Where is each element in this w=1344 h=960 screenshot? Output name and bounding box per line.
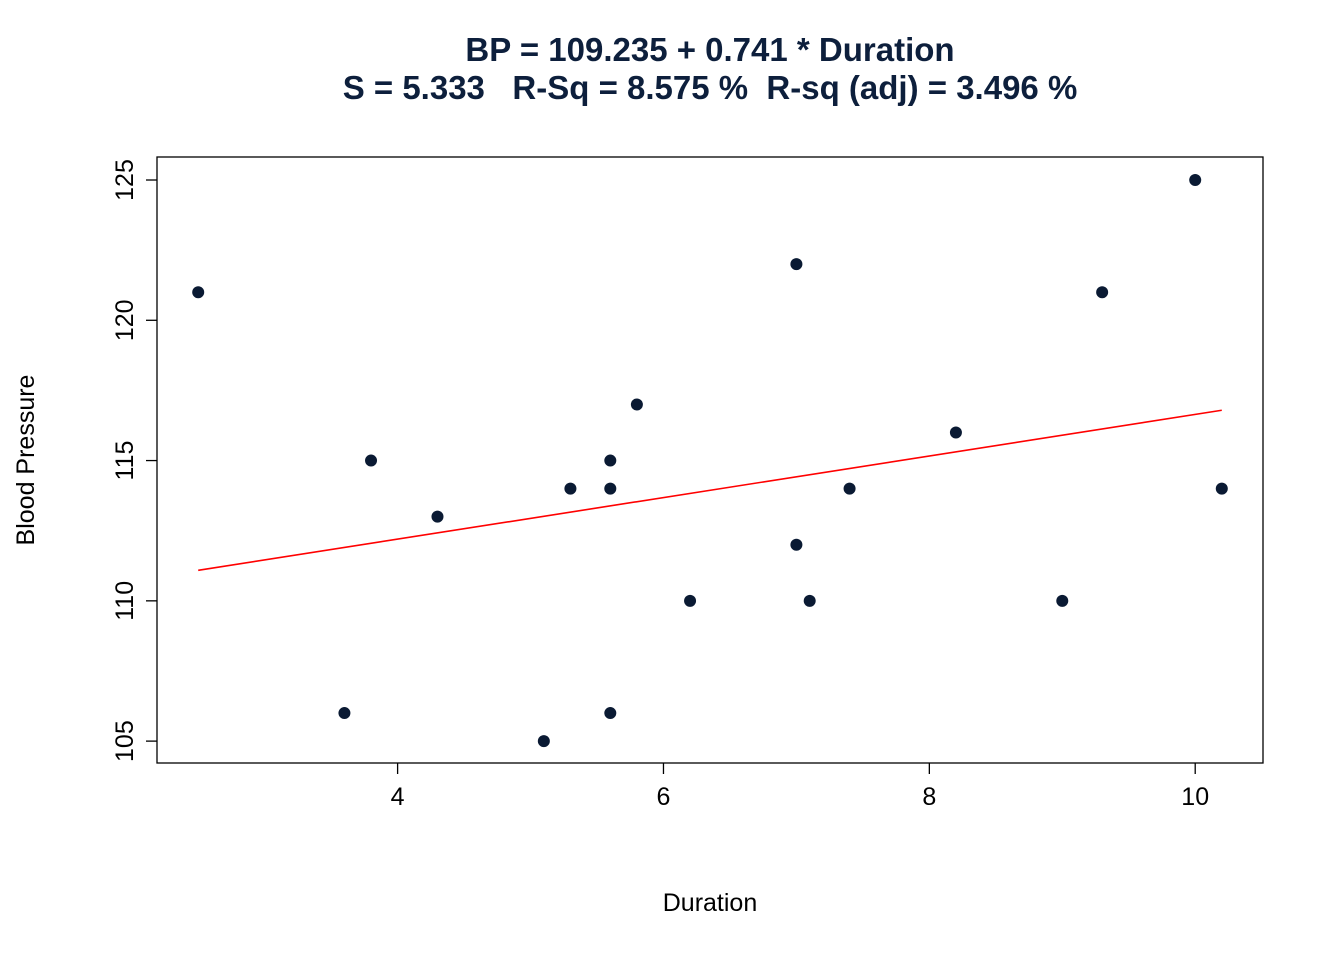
data-point — [365, 454, 378, 467]
x-tick-label: 8 — [922, 783, 936, 811]
data-point — [431, 510, 444, 523]
x-tick-label: 4 — [391, 783, 405, 811]
points-group — [192, 174, 1228, 748]
y-tick-label: 105 — [111, 720, 139, 762]
data-point — [790, 538, 803, 551]
plot-frame — [156, 156, 1264, 764]
x-axis-label: Duration — [663, 889, 758, 917]
data-point — [604, 454, 617, 467]
data-point — [949, 426, 962, 439]
chart-subtitle: S = 5.333 R-Sq = 8.575 % R-sq (adj) = 3.… — [343, 69, 1078, 106]
y-axis-label: Blood Pressure — [12, 375, 40, 546]
data-point — [1189, 174, 1202, 187]
regression-line-group — [198, 409, 1222, 572]
x-tick-label: 10 — [1181, 783, 1209, 811]
data-point — [1056, 594, 1069, 607]
data-point — [604, 482, 617, 495]
data-point — [604, 707, 617, 720]
y-tick-label: 120 — [111, 299, 139, 341]
data-point — [843, 482, 856, 495]
y-tick-label: 115 — [111, 441, 139, 481]
regression-line — [198, 409, 1222, 572]
y-tick-label: 125 — [111, 159, 139, 201]
data-point — [630, 398, 643, 411]
data-point — [790, 258, 803, 271]
data-point — [1096, 286, 1109, 299]
data-point — [803, 594, 816, 607]
y-axis: 105 110 115 120 125 — [111, 159, 157, 762]
data-point — [192, 286, 205, 299]
y-tick-label: 110 — [111, 581, 139, 621]
data-point — [537, 735, 550, 748]
x-tick-label: 6 — [657, 783, 671, 811]
x-axis: 4 6 8 10 — [391, 763, 1209, 811]
chart-title: BP = 109.235 + 0.741 * Duration — [465, 31, 954, 68]
data-point — [1215, 482, 1228, 495]
data-point — [338, 707, 351, 720]
data-point — [684, 594, 697, 607]
data-point — [564, 482, 577, 495]
